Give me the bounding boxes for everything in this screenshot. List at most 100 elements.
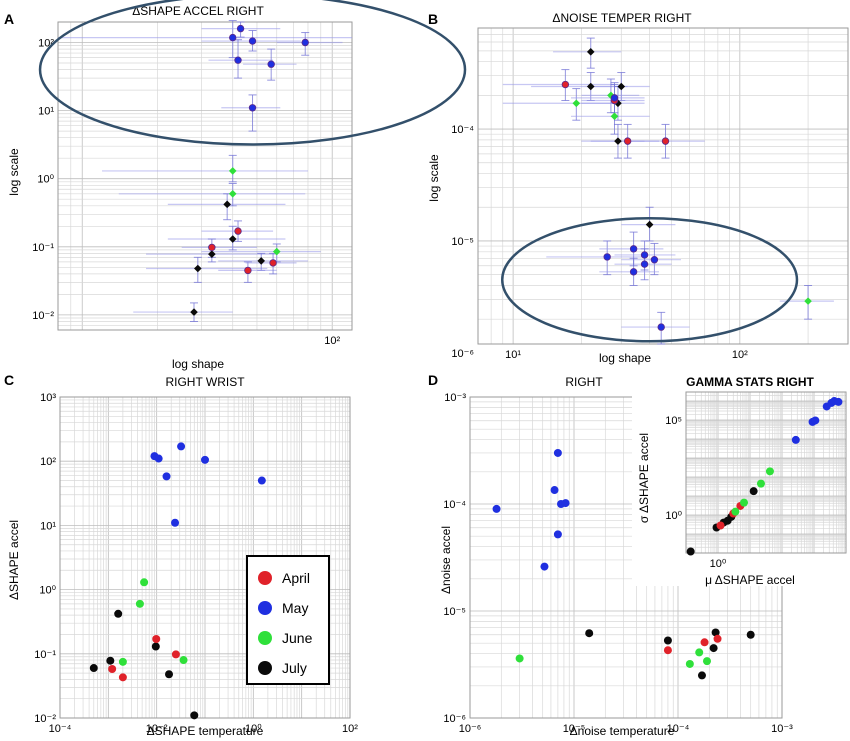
c-point-may: [201, 455, 209, 464]
panel-b-xlabel: log shape: [599, 351, 651, 365]
c-point-july: [190, 711, 199, 720]
a-point-may: [234, 56, 242, 64]
c-point-may: [257, 476, 266, 485]
c-point-june: [118, 657, 127, 666]
c-xtick-label: 10⁻²: [146, 723, 168, 735]
e-ytick-label: 10⁵: [665, 415, 682, 427]
a-point-july: [228, 235, 237, 243]
c-point-may: [171, 518, 180, 527]
a-point-may: [267, 60, 275, 68]
b-point-june: [610, 112, 619, 121]
b-xtick-label: 10¹: [505, 349, 521, 361]
c-point-april: [108, 664, 117, 673]
legend-marker-may: [258, 601, 272, 615]
b-point-june: [572, 99, 581, 108]
b-point-may: [629, 268, 638, 276]
a-point-april: [208, 243, 216, 252]
a-point-april: [269, 259, 277, 267]
d-point-july: [585, 629, 594, 638]
panel-b-letter: B: [428, 11, 438, 27]
c-point-april: [152, 635, 161, 644]
panel-b: B ΔNOISE TEMPER RIGHT 10¹ 10² 10⁻⁶ 10⁻⁵ 10⁻⁴…: [427, 11, 849, 365]
b-ytick-label: 10⁻⁵: [451, 236, 474, 248]
panel-d-letter: D: [428, 372, 438, 388]
panel-c-title: RIGHT WRIST: [165, 375, 245, 389]
d-point-may: [550, 486, 559, 495]
d-point-july: [709, 644, 718, 653]
b-point-july: [645, 220, 654, 229]
a-point-april: [244, 266, 252, 275]
legend-label-may: May: [282, 600, 308, 616]
b-point-may: [603, 253, 611, 261]
inset-xlabel: μ ΔSHAPE accel: [705, 573, 795, 587]
c-point-may: [154, 454, 163, 463]
b-point-april: [623, 137, 632, 145]
e-plot-frame: [685, 391, 847, 554]
c-point-may: [177, 442, 186, 451]
c-point-july: [89, 664, 98, 673]
e-point-july: [686, 547, 695, 556]
c-point-july: [114, 609, 123, 618]
a-plot-frame: [57, 21, 353, 331]
b-ytick-label: 10⁻⁴: [451, 124, 474, 136]
a-point-april: [234, 227, 242, 235]
b-point-july: [586, 48, 595, 56]
d-point-may: [492, 504, 501, 513]
a-ytick-label: 10⁻¹: [32, 242, 54, 254]
b-point-june: [804, 297, 812, 305]
a-point-june: [228, 167, 237, 175]
e-point-june: [740, 498, 749, 507]
d-xtick-label: 10⁻⁶: [459, 723, 482, 735]
d-point-april: [700, 638, 709, 647]
panel-a-ylabel: log scale: [7, 148, 21, 196]
c-ytick-label: 10³: [40, 392, 56, 404]
d-point-june: [695, 648, 704, 657]
legend-marker-june: [258, 631, 272, 645]
c-xtick-label: 10⁻⁴: [49, 723, 72, 735]
b-point-may: [640, 260, 649, 268]
d-point-april: [713, 634, 722, 643]
e-ytick-label: 10⁰: [665, 510, 682, 522]
d-ytick-label: 10⁻⁴: [443, 499, 466, 511]
c-plot-frame: [59, 396, 351, 719]
e-point-june: [756, 479, 765, 488]
c-ytick-label: 10¹: [40, 520, 56, 532]
d-point-may: [553, 448, 562, 457]
panel-b-title: ΔNOISE TEMPER RIGHT: [552, 11, 692, 25]
d-point-june: [702, 657, 711, 666]
a-highlight-ring: [38, 0, 467, 146]
b-xtick-label: 10²: [732, 349, 748, 361]
a-gridlines: [57, 21, 352, 331]
b-point-july: [617, 82, 626, 91]
b-gridlines: [477, 27, 849, 344]
panel-d-ylabel: Δnoise accel: [439, 526, 453, 594]
a-point-june: [228, 190, 237, 198]
b-point-july: [586, 82, 595, 91]
a-point-june: [272, 247, 281, 256]
e-gridlines: [685, 391, 847, 554]
d-xtick-label: 10⁻⁴: [667, 723, 690, 735]
panel-a-letter: A: [4, 11, 14, 27]
b-point-may: [610, 94, 619, 102]
e-point-june: [765, 467, 774, 476]
d-point-july: [663, 636, 672, 645]
a-point-july: [257, 257, 266, 265]
a-xtick-label: 10²: [324, 335, 340, 347]
e-xtick-label: 10⁰: [710, 558, 727, 570]
a-point-may: [248, 37, 257, 45]
e-point-july: [749, 487, 758, 496]
b-point-april: [661, 137, 670, 145]
panel-a-xlabel: log shape: [172, 357, 224, 371]
d-point-april: [663, 646, 672, 655]
c-point-july: [151, 642, 160, 651]
c-point-june: [135, 599, 144, 608]
d-xtick-label: 10⁻⁵: [563, 723, 586, 735]
panel-d-inset: GAMMA STATS RIGHT 10⁰ 10⁰ 10⁵ μ ΔSHAPE acc…: [632, 375, 847, 587]
legend-marker-july: [258, 661, 272, 675]
inset-ylabel: σ ΔSHAPE accel: [637, 433, 651, 523]
c-ytick-label: 10⁻¹: [34, 649, 56, 661]
panel-c-letter: C: [4, 372, 14, 388]
e-point-may: [791, 435, 800, 444]
panel-c-xlabel: ΔSHAPE temperature: [147, 724, 264, 738]
panel-d-xlabel: Δnoise temperature: [570, 724, 675, 738]
